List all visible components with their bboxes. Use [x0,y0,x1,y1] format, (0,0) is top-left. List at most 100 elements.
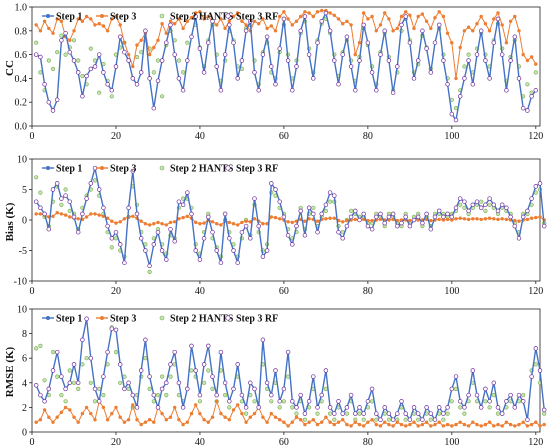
bias-step3_rf-point [185,190,190,195]
rmse-step2_hants-point [533,362,538,367]
bias-step3-point [273,215,278,220]
rmse-step3_rf-point [374,411,379,416]
cc-step3_rf-point [130,76,136,81]
rmse-step3_rf-point [432,417,438,422]
cc-step3-point [198,10,202,14]
rmse-step3-point [357,422,362,427]
rmse-series-step3 [34,399,546,428]
rmse-step3-point [168,415,173,419]
bias-x-tick-label: 80 [363,286,373,297]
bias-step3-point [525,217,530,222]
cc-step3_rf-point [533,88,539,93]
bias-step3_rf-point [516,236,522,241]
cc-step3-point [383,11,387,15]
rmse-legend-step1-label: Step 1 [56,314,82,325]
rmse-step3_rf-point [520,399,526,404]
bias-step2_hants-point [479,199,484,204]
rmse-step3-point [223,415,227,419]
bias-step3_rf-point [453,205,459,211]
cc-step3-point [227,19,231,23]
rmse-step2_hants-point [294,411,299,416]
cc-x-tick-label: 60 [279,131,289,142]
cc-step3_rf-point [403,14,408,19]
cc-step3-point [55,17,59,21]
bias-step2_hants-point [38,190,43,195]
bias-step3_rf-point [441,214,446,220]
cc-step3_rf-point [340,52,345,57]
bias-step2_hants-point [462,205,467,210]
cc-step3_rf-point [420,28,425,34]
cc-step3_rf-point [445,82,450,87]
rmse-step3-point [311,418,315,422]
cc-y-tick-label: 0.4 [15,74,28,85]
rmse-step3_rf-point [164,380,169,386]
bias-step3_rf-point [252,196,257,201]
rmse-step3_rf-point [59,374,64,379]
cc-step3_rf-point [172,52,177,57]
rmse-step3-point [429,424,433,428]
bias-step3-point [139,219,143,223]
rmse-x-tick-label: 120 [528,437,543,448]
rmse-step3-point [538,424,542,428]
rmse-step3_rf-point [407,417,413,422]
rmse-step3_rf-point [386,411,392,416]
rmse-step3_rf-point [466,392,471,398]
cc-step3_rf-point [390,90,396,95]
rmse-step3_rf-point [143,337,148,343]
rmse-step3_rf-point [491,380,497,386]
bias-step3_rf-point [96,187,102,192]
rmse-step3-point [80,411,85,416]
cc-step3_rf-point [353,88,358,93]
rmse-step2_hants-point [403,417,408,422]
rmse-step3-point [68,408,72,412]
bias-step3_rf-point [495,208,501,214]
cc-step3-point [59,19,64,23]
rmse-step3-point [303,422,307,427]
bias-step3-point [122,217,127,221]
cc-step3-point [273,29,278,33]
rmse-step3_rf-point [260,337,266,343]
rmse-step2_hants-point [521,393,526,398]
cc-step3-point [445,31,450,35]
cc-step3-point [366,17,370,21]
cc-step3-point [404,10,408,14]
cc-step3_rf-point [361,22,366,28]
rmse-step3-point [336,420,341,424]
rmse-step2_hants-point [197,399,202,404]
cc-step3_rf-point [466,58,471,63]
rmse-legend: Step 1 Step 3 Step 2 HANTS Step 3 RF [42,314,278,325]
cc-step2_hants-point [97,90,102,95]
rmse-step3-point [93,418,97,422]
rmse-x-tick-label: 100 [444,437,459,448]
cc-step3_rf-point [273,82,278,87]
bias-step3_rf-point [134,211,140,217]
cc-step3-point [429,26,433,31]
cc-step3_rf-point [285,58,291,63]
bias-series-step3-rf [33,165,547,269]
bias-step3_rf-point [239,229,245,235]
rmse-step3_rf-point [63,386,68,392]
bias-step3-point [479,217,483,222]
cc-step3_rf-point [457,94,463,99]
rmse-step2_hants-point [542,411,547,416]
bias-step3-point [97,213,101,217]
rmse-step3_rf-point [138,368,144,373]
rmse-step3_rf-point [483,386,488,392]
bias-step3-point [303,219,307,223]
rmse-step3_rf-point [508,392,513,398]
cc-step3-point [177,17,181,21]
bias-step3_rf-point [84,196,89,201]
bias-step3-point [391,217,395,222]
bias-step3_rf-point [50,187,56,192]
rmse-step3_rf-point [109,326,115,331]
rmse-step3-point [173,405,177,410]
cc-legend-step2_hants-label: Step 2 HANTS [170,12,234,23]
rmse-step3_rf-point [134,405,140,410]
rmse-step2_hants-point [42,378,47,383]
rmse-step3_rf-point [80,337,85,343]
cc-step3-point [240,19,244,23]
bias-step3_rf-point [46,226,52,232]
cc-step2_hants-point [151,70,156,75]
rmse-step3-point [206,420,210,424]
